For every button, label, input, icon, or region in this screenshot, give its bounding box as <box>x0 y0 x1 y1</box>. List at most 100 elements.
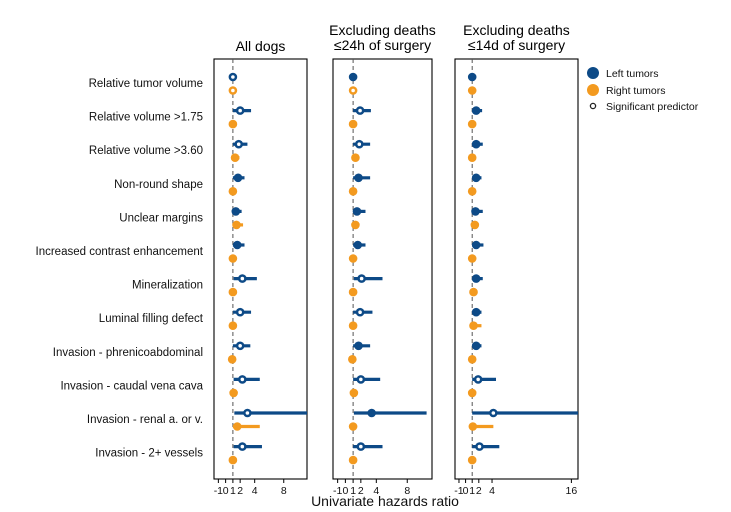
panel-title: ≤24h of surgery <box>334 37 431 53</box>
significant-marker <box>239 376 245 382</box>
category-label: Relative tumor volume <box>89 78 203 90</box>
panel-2: Excluding deaths≤24h of surgery -1 0 1 2 4 8 <box>329 22 436 497</box>
x-tick-label: 0 <box>463 485 469 497</box>
category-label: Invasion - renal a. or v. <box>87 414 203 426</box>
x-tick-label: 2 <box>476 485 482 497</box>
significant-marker <box>237 343 243 349</box>
x-tick-label: 4 <box>252 485 258 497</box>
x-tick-label: 2 <box>358 485 364 497</box>
significant-marker <box>350 88 356 93</box>
right-point <box>348 287 358 297</box>
significant-marker <box>239 276 245 281</box>
left-point <box>467 72 477 82</box>
right-point <box>232 422 242 431</box>
x-tick-label: 4 <box>489 485 495 497</box>
category-label: Unclear margins <box>119 212 203 224</box>
category-label: Relative volume >3.60 <box>89 145 203 157</box>
legend: Left tumors Right tumors Significant pre… <box>587 67 699 113</box>
x-tick-label: -1 <box>214 485 223 497</box>
left-point <box>354 341 363 351</box>
significant-marker <box>357 108 363 113</box>
right-point <box>227 355 237 364</box>
right-point <box>467 388 477 398</box>
right-point <box>467 254 477 263</box>
category-label: Increased contrast enhancement <box>36 246 204 258</box>
right-point <box>228 287 238 297</box>
significant-marker <box>358 376 364 382</box>
right-point <box>348 187 358 196</box>
panel-frame <box>332 58 433 480</box>
legend-swatch-significant <box>589 102 597 110</box>
x-tick-label: 8 <box>404 485 410 497</box>
left-point <box>471 240 481 250</box>
significant-marker <box>237 108 243 113</box>
left-point <box>354 173 363 183</box>
significant-marker <box>230 74 236 80</box>
significant-marker <box>358 444 364 449</box>
left-point <box>471 341 481 351</box>
right-point <box>348 422 358 431</box>
right-point <box>228 119 238 129</box>
panel-title: Excluding deaths <box>329 22 436 38</box>
right-point <box>467 187 477 196</box>
left-point <box>471 106 481 115</box>
significant-marker <box>357 309 363 315</box>
left-point <box>233 173 243 183</box>
legend-label-left: Left tumors <box>606 68 659 80</box>
x-axis-label: Univariate hazards ratio <box>311 493 459 509</box>
left-point <box>471 274 481 283</box>
significant-marker <box>237 309 243 315</box>
significant-marker <box>236 141 242 147</box>
right-point <box>348 321 358 331</box>
right-point <box>348 254 358 263</box>
right-point <box>470 220 480 230</box>
x-tick-label: 16 <box>566 485 578 497</box>
significant-marker <box>356 141 362 147</box>
category-label: Non-round shape <box>114 179 203 191</box>
x-tick-label: 1 <box>469 485 475 497</box>
left-point <box>348 72 358 82</box>
x-tick-label: 8 <box>281 485 287 497</box>
right-point <box>348 119 358 129</box>
significant-marker <box>239 444 245 449</box>
right-point <box>228 321 238 331</box>
significant-marker <box>230 88 236 93</box>
right-point <box>467 355 477 364</box>
right-point <box>468 422 478 431</box>
right-point <box>349 388 359 398</box>
left-point <box>231 207 241 216</box>
right-point <box>467 86 477 95</box>
right-point <box>228 254 238 263</box>
legend-swatch-left <box>587 67 599 79</box>
significant-marker <box>490 410 496 416</box>
legend-swatch-right <box>587 84 599 96</box>
left-point <box>471 307 481 317</box>
right-point <box>348 355 357 364</box>
category-label: Invasion - 2+ vessels <box>95 448 203 460</box>
significant-marker <box>359 276 365 281</box>
panel-3: Excluding deaths≤14d of surgery -1 0 1 2 4 16 <box>454 22 579 497</box>
right-point <box>229 388 238 398</box>
x-tick-label: 4 <box>373 485 379 497</box>
right-point <box>228 187 238 196</box>
right-point <box>228 455 238 465</box>
significant-marker <box>475 376 481 382</box>
x-tick-label: 0 <box>342 485 348 497</box>
panel-frame <box>213 58 308 480</box>
x-tick-label: 0 <box>223 485 229 497</box>
panel-title: ≤14d of surgery <box>468 37 565 53</box>
x-tick-label: 2 <box>237 485 243 497</box>
right-point <box>351 153 360 162</box>
right-point <box>469 287 478 297</box>
x-tick-label: -1 <box>454 485 463 497</box>
category-label: Invasion - caudal vena cava <box>60 380 203 392</box>
panel-frame <box>454 58 579 480</box>
left-point <box>232 240 242 250</box>
right-point <box>232 220 241 230</box>
category-label: Invasion - phrenicoabdominal <box>53 347 203 359</box>
x-tick-label: 1 <box>350 485 356 497</box>
left-point <box>471 207 480 216</box>
category-label: Mineralization <box>132 280 203 292</box>
